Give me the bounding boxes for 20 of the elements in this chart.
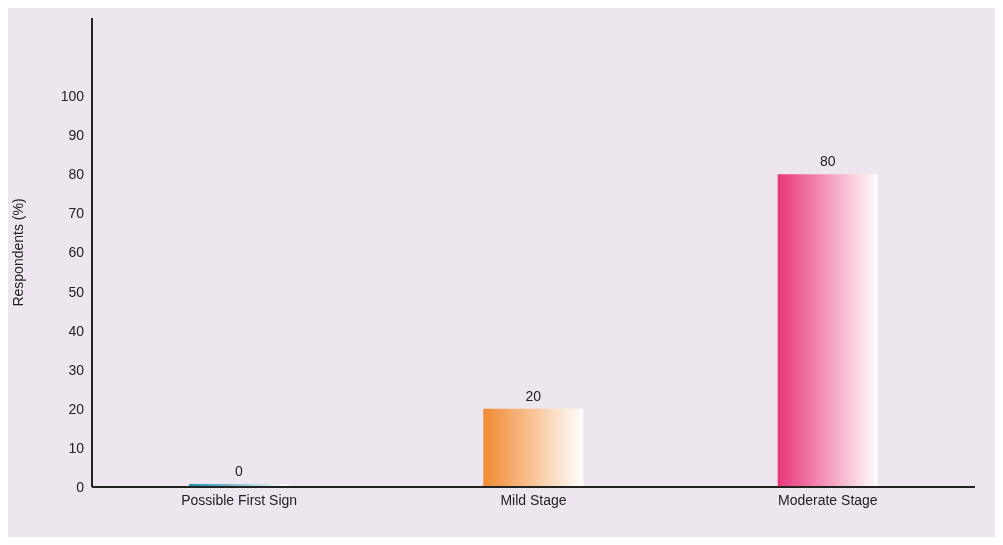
y-tick-label: 50: [68, 283, 85, 300]
y-tick-label: 80: [68, 166, 85, 183]
y-tick-label: 10: [68, 439, 85, 456]
y-axis-title: Respondents (%): [9, 198, 26, 307]
bar: [777, 174, 878, 487]
y-tick-label: 30: [68, 361, 85, 378]
y-tick-label: 40: [68, 322, 85, 339]
data-label: 20: [525, 387, 542, 404]
y-tick-label: 60: [68, 244, 85, 261]
y-tick-label: 20: [68, 400, 85, 417]
x-tick-label: Possible First Sign: [181, 491, 298, 508]
data-label: 0: [235, 463, 244, 479]
bar: [483, 408, 584, 487]
y-tick-label: 0: [76, 478, 85, 495]
y-tick-label: 100: [60, 88, 85, 105]
data-label: 80: [819, 153, 836, 170]
y-tick-label: 90: [68, 127, 85, 144]
x-tick-label: Mild Stage: [500, 491, 567, 508]
y-tick-label: 70: [68, 205, 85, 222]
x-tick-label: Moderate Stage: [778, 491, 878, 508]
